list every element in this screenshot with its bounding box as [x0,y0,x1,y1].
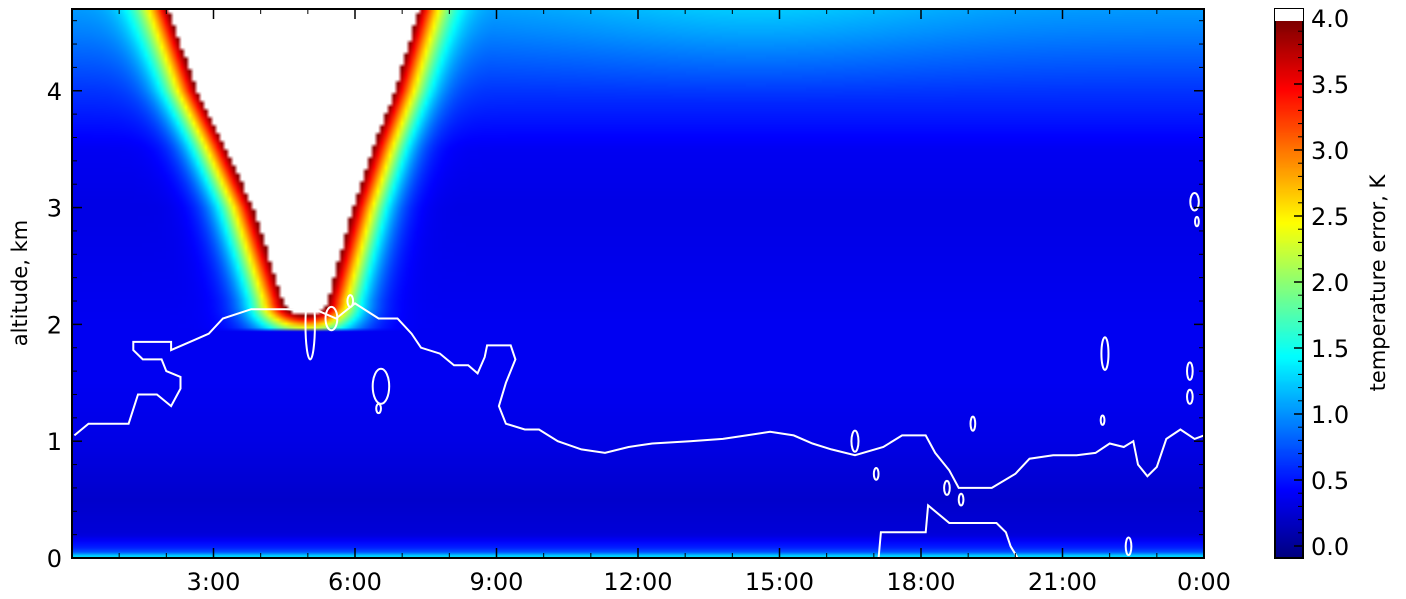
colorbar-tick-label: 2.5 [1311,203,1349,231]
x-tick-label: 18:00 [886,568,955,596]
small-contour [1186,388,1194,405]
small-contour [1100,336,1110,371]
small-contour [1194,215,1200,228]
small-contour [1186,361,1194,381]
small-contour [324,305,339,332]
colorbar-tick-label: 3.0 [1311,137,1349,165]
colorbar: 0.0 0.5 1.0 1.5 2.0 2.5 3.0 3.5 4.0 [1274,5,1349,561]
small-contour [872,467,880,481]
colorbar-tick-label: 0.0 [1311,533,1349,561]
plot-area: 3:00 6:00 9:00 12:00 15:00 18:00 21:00 0:00 0 1 2… [47,8,1231,596]
x-tick-label: 15:00 [745,568,814,596]
small-contour [969,415,977,432]
colorbar-label: temperature error, K [1366,173,1390,391]
small-contour [346,294,355,308]
small-contour [943,479,951,496]
x-tick-label: 12:00 [603,568,672,596]
colorbar-tick-label: 2.0 [1311,269,1349,297]
colorbar-tick-label: 1.5 [1311,335,1349,363]
x-tick-label: 3:00 [187,568,241,596]
colorbar-tick-label: 3.5 [1311,71,1349,99]
small-contour [304,288,316,361]
y-axis-label: altitude, km [8,220,32,347]
small-contour [375,402,382,415]
x-tick-label: 9:00 [470,568,524,596]
y-tick-label: 4 [47,78,62,106]
colorbar-tick-label: 4.0 [1311,5,1349,33]
contour-lines [73,191,1204,558]
colorbar-tick-label: 0.5 [1311,467,1349,495]
y-tick-label: 0 [47,545,62,573]
colorbar-gradient [1275,21,1303,558]
y-axis: 0 1 2 3 4 [47,20,1204,573]
colorbar-tick-label: 1.0 [1311,401,1349,429]
y-tick-label: 2 [47,311,62,339]
x-tick-label: 21:00 [1028,568,1097,596]
small-contour [1099,414,1106,426]
colorbar-over-swatch [1275,9,1303,21]
x-tick-label: 0:00 [1177,568,1231,596]
small-contour [371,367,391,405]
heatmap-image [72,9,1204,558]
small-contour [850,429,860,453]
x-tick-label: 6:00 [328,568,382,596]
colorbar-ticks: 0.0 0.5 1.0 1.5 2.0 2.5 3.0 3.5 4.0 [1294,5,1349,561]
y-tick-label: 3 [47,195,62,223]
boundary-layer-contour [73,302,1204,489]
small-contour [1189,191,1200,212]
small-contour [957,492,965,507]
y-tick-label: 1 [47,428,62,456]
small-contour [1124,536,1133,557]
x-axis: 3:00 6:00 9:00 12:00 15:00 18:00 21:00 0:00 [118,9,1231,596]
lower-contour [877,503,1019,558]
